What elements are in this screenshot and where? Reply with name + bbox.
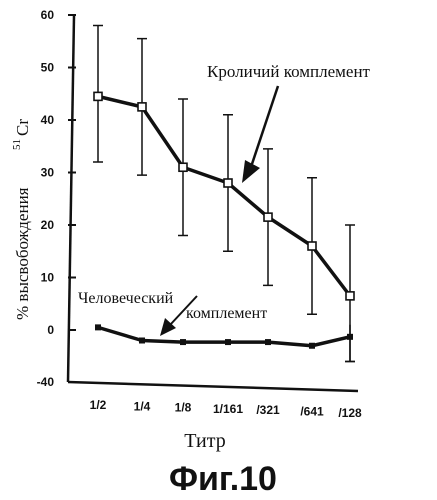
- rabbit-data-point: [308, 242, 316, 250]
- human-data-point: [225, 339, 231, 345]
- y-tick-label: 30: [41, 166, 55, 180]
- x-tick-label: 1/161: [213, 402, 243, 416]
- annotation-human-complement-line2: комплемент: [186, 305, 267, 322]
- human-data-point: [309, 343, 315, 349]
- y-axis-label-group: % высвобождения 51 Cr: [11, 119, 32, 320]
- x-tick-label: 1/4: [134, 399, 151, 413]
- y-axis-line: [68, 16, 74, 382]
- rabbit-data-point: [138, 103, 146, 111]
- y-axis-label-isotope: 51: [11, 139, 23, 150]
- x-tick-label: /321: [256, 403, 280, 417]
- y-tick-label: 20: [41, 218, 55, 232]
- y-tick-label: -40: [37, 375, 55, 389]
- rabbit-data-point: [264, 213, 272, 221]
- annotation-rabbit-arrow: [242, 86, 278, 183]
- human-data-point: [347, 334, 353, 340]
- y-tick-label: 0: [47, 323, 54, 337]
- x-tick-label: 1/2: [90, 398, 107, 412]
- x-axis-ticks: 1/2 1/4 1/8 1/161/321/641/128: [90, 398, 362, 420]
- x-axis-line: [68, 382, 358, 391]
- rabbit-data-point: [179, 163, 187, 171]
- x-tick-label: /641: [300, 405, 324, 419]
- annotation-rabbit-complement: Кроличий комплемент: [207, 62, 371, 81]
- human-data-point: [180, 339, 186, 345]
- x-axis-label: Титр: [184, 430, 225, 452]
- y-tick-label: 40: [41, 113, 55, 127]
- rabbit-data-point: [224, 179, 232, 187]
- annotation-human-complement-line1: Человеческий: [78, 290, 174, 307]
- figure-caption: Фиг.10: [169, 460, 277, 498]
- human-data-point: [139, 338, 145, 344]
- x-tick-label: /128: [338, 406, 362, 420]
- human-data-point: [265, 339, 271, 345]
- y-tick-label: 50: [41, 61, 55, 75]
- y-axis-label: % высвобождения: [13, 187, 32, 320]
- y-axis-label-symbol: Cr: [13, 119, 32, 136]
- y-tick-label: 10: [41, 271, 55, 285]
- y-tick-label: 60: [41, 8, 55, 22]
- rabbit-data-point: [94, 92, 102, 100]
- rabbit-data-point: [346, 292, 354, 300]
- human-data-point: [95, 324, 101, 330]
- x-tick-label: 1/8: [175, 401, 192, 415]
